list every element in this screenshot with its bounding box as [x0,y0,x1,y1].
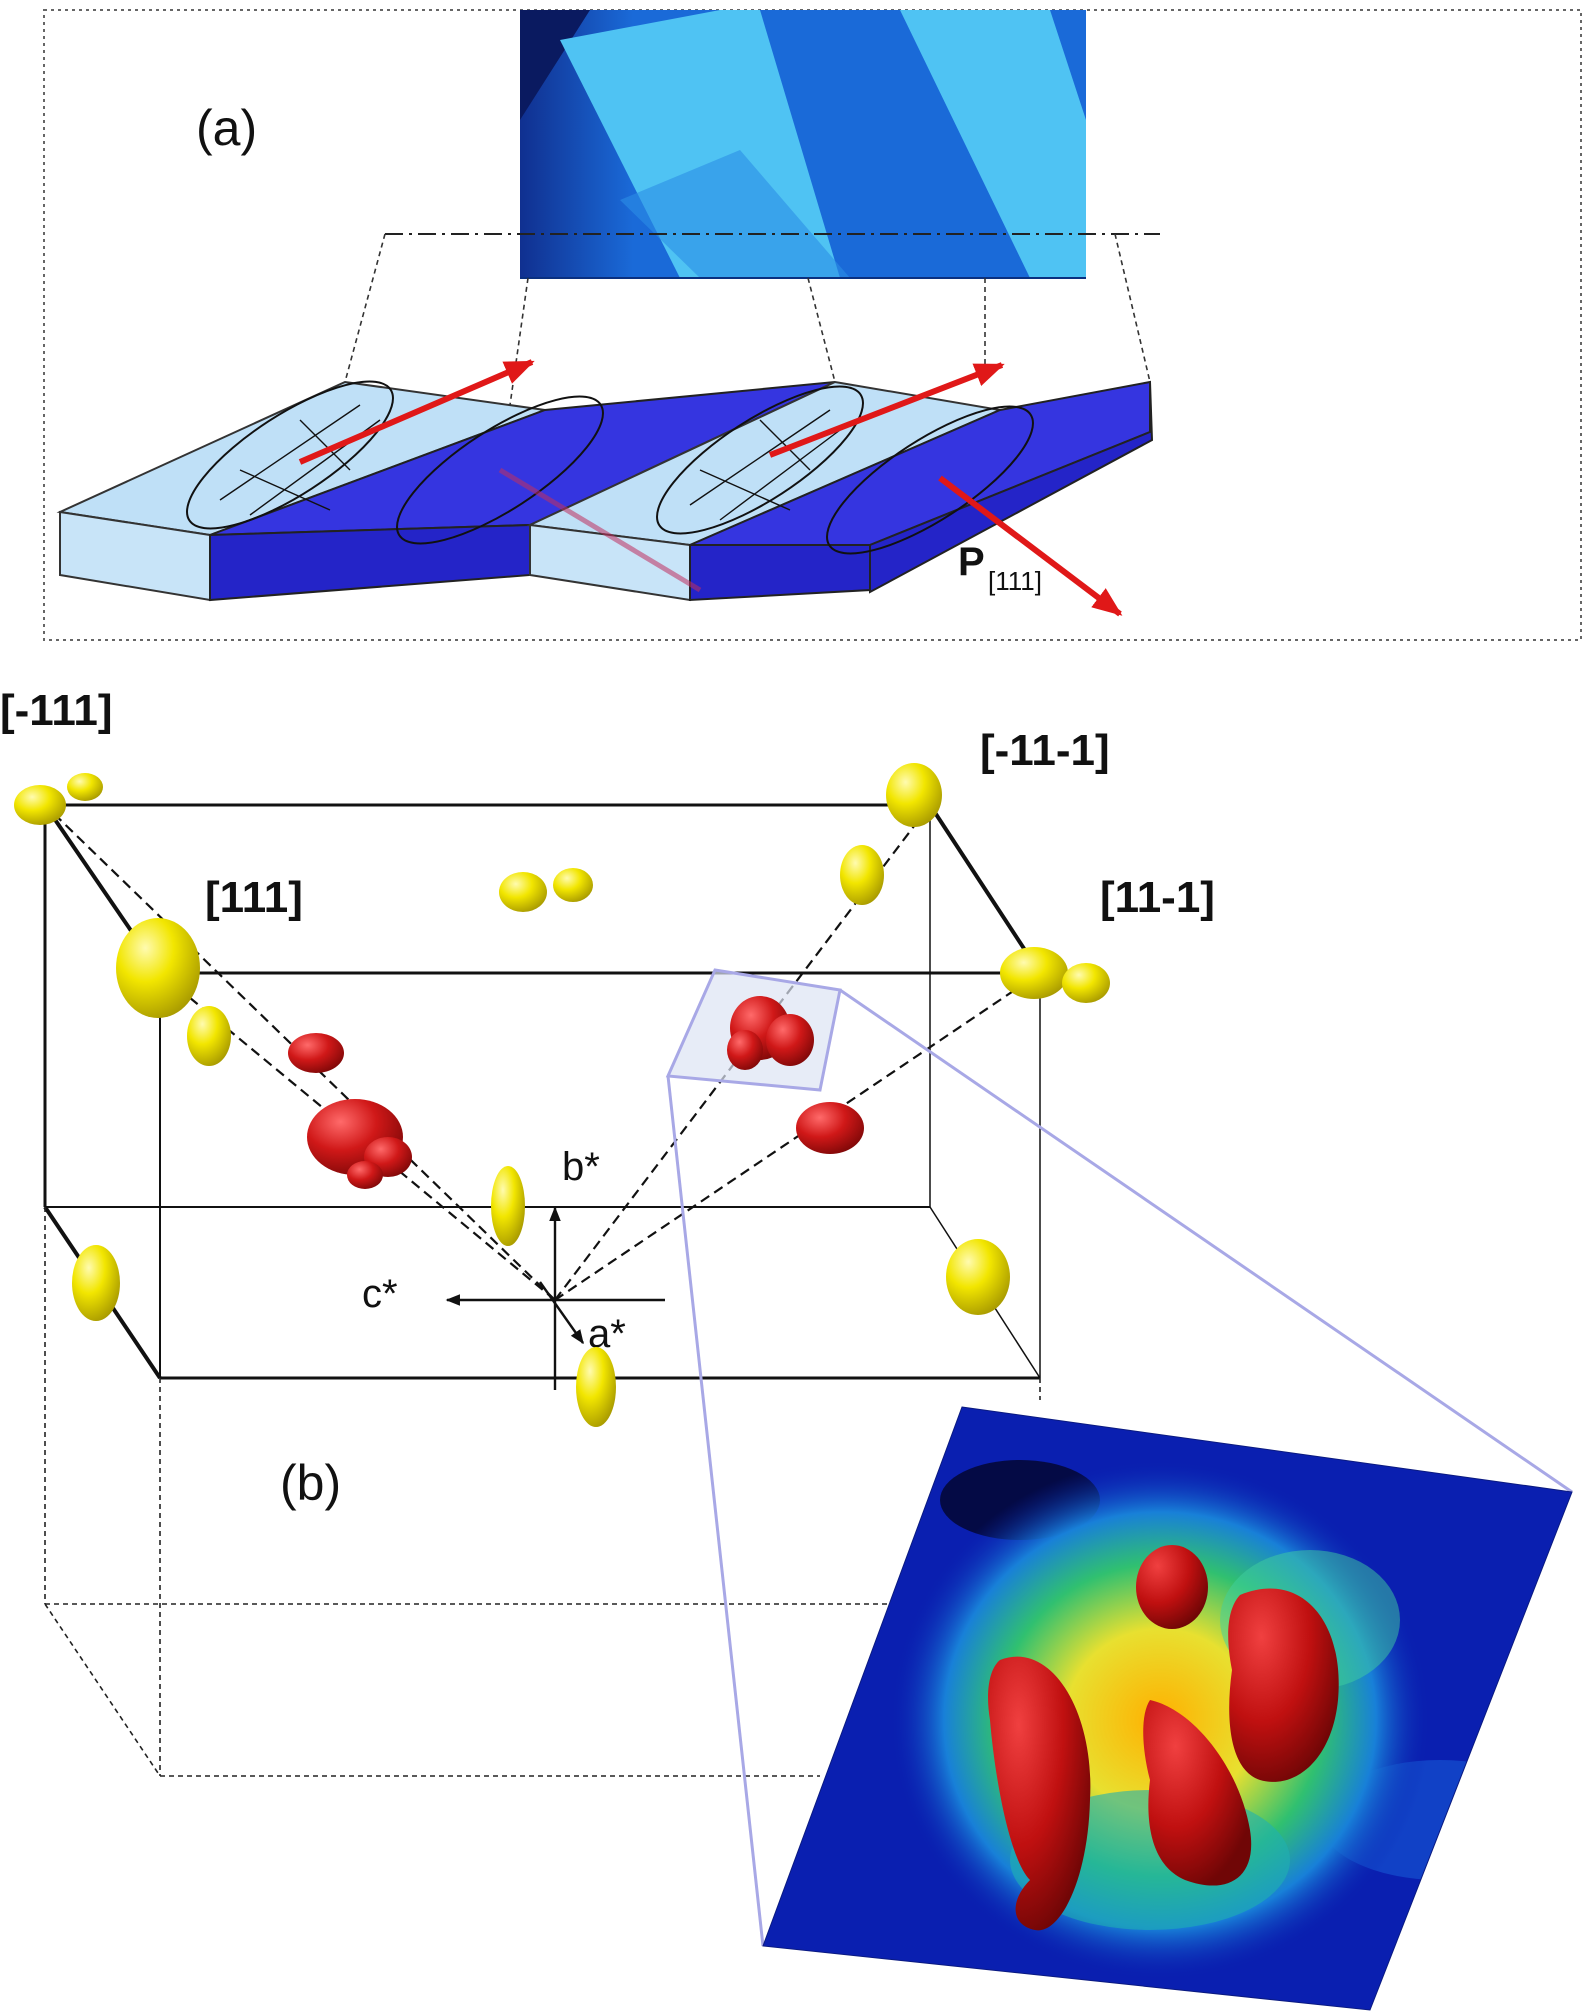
axis-c-label: c* [362,1272,398,1316]
panel-b: b* c* a* [-111] [-11-1] [111] [11-1] (b) [0,686,1573,2011]
polarization-arrow-icon [298,359,1123,617]
polarization-symbol: P [958,540,985,584]
domain-slab-model: P [111] [56,359,1154,617]
polarization-subscript: [111] [988,566,1042,596]
domain-micrograph [520,10,1086,279]
panel-b-label: (b) [280,1455,341,1511]
corner-label-m11m1: [-11-1] [980,726,1110,775]
axis-b-label: b* [562,1145,600,1189]
projection-lines [344,233,1151,406]
panel-a: (a) [43,9,1582,641]
corner-label-111: [111] [205,873,303,922]
reciprocal-axes [445,1206,665,1390]
panel-a-label: (a) [196,100,257,156]
diffuse-scattering-blob-icon [14,763,1110,1427]
corner-label-11m1: [11-1] [1100,873,1215,922]
intensity-heatmap-icon [762,1406,1573,2011]
panel-a-frame [43,9,1582,641]
reciprocal-box [43,803,1042,1380]
lower-dashed-box [44,1207,1041,1777]
corner-label-m111: [-111] [0,686,113,735]
diffuse-scattering-blob-icon [288,996,864,1189]
